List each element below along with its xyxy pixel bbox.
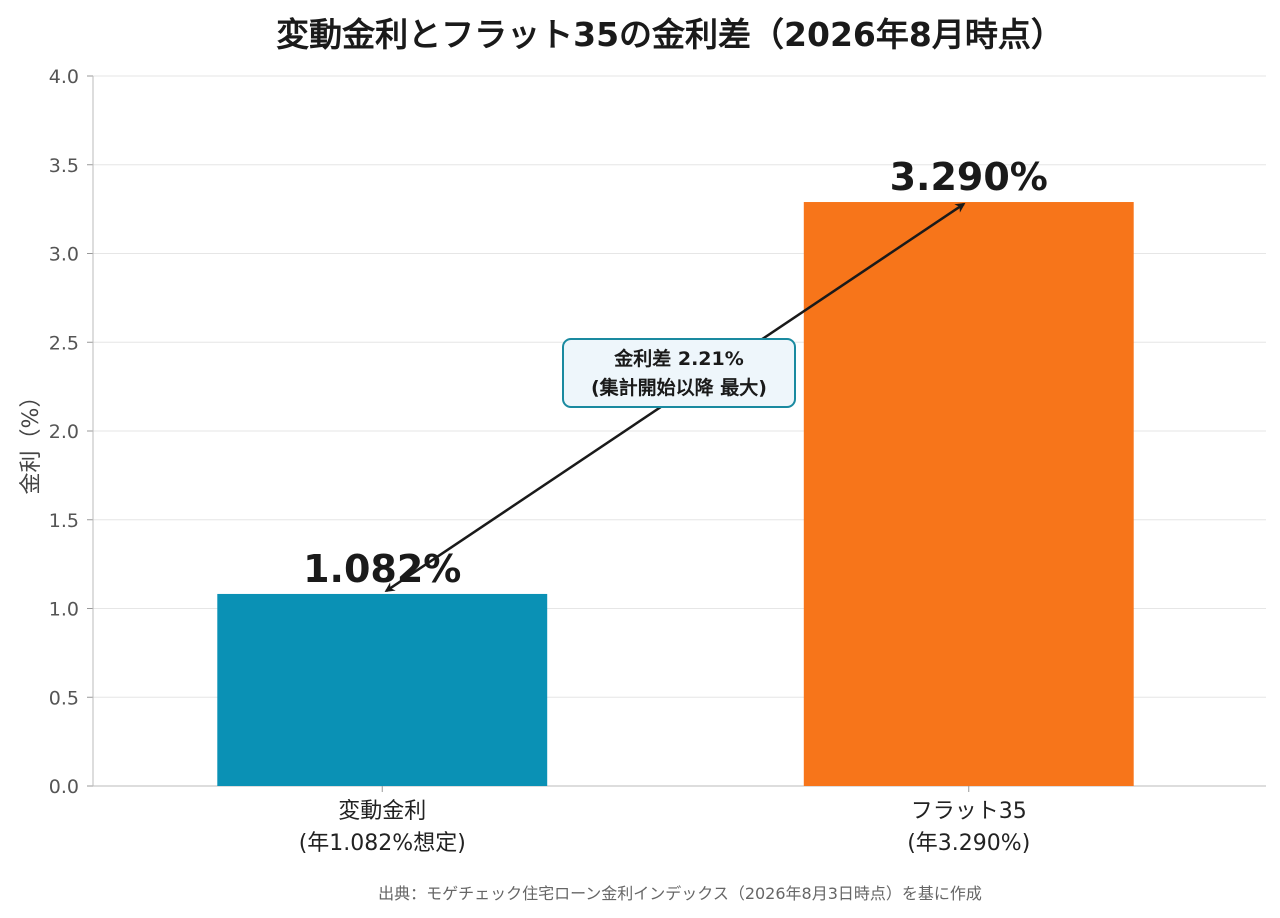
y-tick-label: 3.0 <box>49 244 79 266</box>
source-note: 出典：モゲチェック住宅ローン金利インデックス（2026年8月3日時点）を基に作成 <box>378 884 982 903</box>
x-tick-label: (年1.082%想定) <box>299 831 466 856</box>
y-tick-label: 1.5 <box>49 510 79 532</box>
x-tick-label: フラット35 <box>911 799 1027 824</box>
y-tick-label: 0.0 <box>49 776 79 798</box>
y-tick-label: 1.0 <box>49 599 79 621</box>
y-tick-label: 3.5 <box>49 155 79 177</box>
y-tick-label: 0.5 <box>49 687 79 709</box>
annotation-line-2: (集計開始以降 最大) <box>591 377 767 399</box>
annotation-line-1: 金利差 2.21% <box>614 348 744 370</box>
bars <box>217 202 1134 786</box>
difference-annotation: 金利差 2.21% (集計開始以降 最大) <box>562 338 796 408</box>
axes: 0.0 0.5 1.0 1.5 2.0 2.5 3.0 3.5 4.0 <box>49 66 1266 798</box>
y-tick-label: 4.0 <box>49 66 79 88</box>
bar <box>217 593 548 786</box>
value-label: 1.082% <box>303 547 461 591</box>
bar <box>803 202 1134 786</box>
chart-title: 変動金利とフラット35の金利差（2026年8月時点） <box>276 15 1064 54</box>
y-tick-label: 2.5 <box>49 332 79 354</box>
x-tick-label: (年3.290%) <box>907 831 1030 856</box>
y-tick-label: 2.0 <box>49 421 79 443</box>
x-tick-label: 変動金利 <box>338 799 426 824</box>
value-label: 3.290% <box>890 155 1048 199</box>
y-axis-label: 金利（%） <box>19 386 44 495</box>
